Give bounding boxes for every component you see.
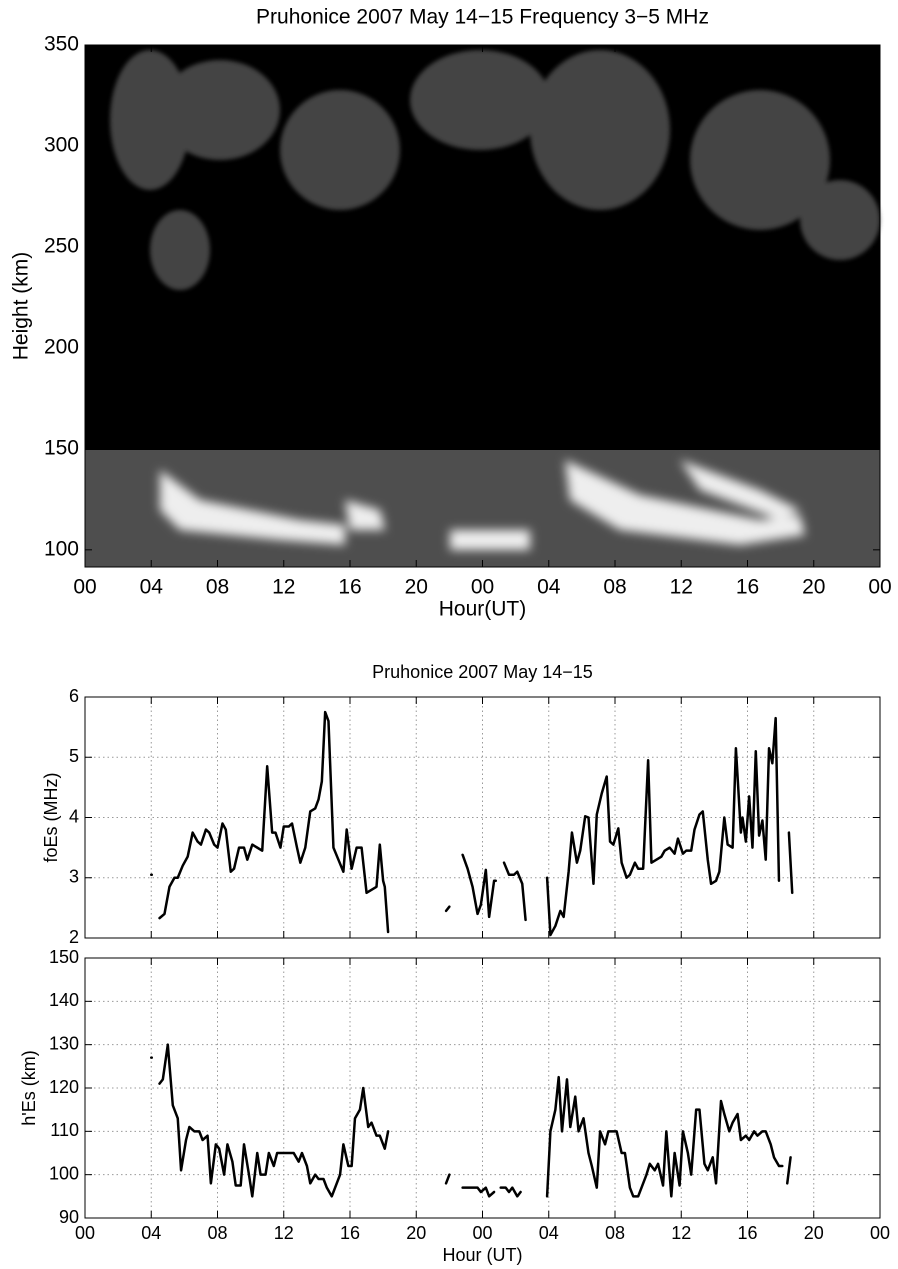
x-tick-label: 12 (272, 576, 295, 599)
x-tick-label: 08 (605, 1223, 625, 1243)
x-tick-label: 16 (736, 576, 759, 599)
series-line (158, 1043, 390, 1198)
x-tick-label: 20 (804, 1223, 824, 1243)
y-tick-label: 4 (69, 806, 79, 826)
x-tick-label: 12 (274, 1223, 294, 1243)
x-axis-label: Hour(UT) (439, 598, 527, 621)
x-tick-label: 20 (802, 576, 825, 599)
chart-title: Pruhonice 2007 May 14−15 Frequency 3−5 M… (256, 6, 709, 29)
y-tick-label: 150 (49, 947, 79, 967)
plot-frame (84, 44, 881, 568)
x-tick-label: 12 (670, 576, 693, 599)
y-tick-label: 5 (69, 746, 79, 766)
y-tick-label: 100 (49, 1163, 79, 1183)
x-tick-label: 00 (870, 1223, 890, 1243)
x-tick-label: 04 (140, 576, 164, 599)
y-tick-label: 150 (44, 436, 79, 459)
y-tick-label: 350 (44, 33, 79, 56)
y-tick-label: 100 (44, 537, 79, 560)
y-axis-label: Height (km) (10, 252, 33, 361)
range-time-image (85, 45, 880, 567)
x-tick-label: 08 (207, 1223, 227, 1243)
x-tick-label: 04 (539, 1223, 559, 1243)
y-axis-label: h'Es (km) (19, 1050, 39, 1125)
y-tick-label: 90 (59, 1207, 79, 1227)
x-tick-label: 20 (406, 1223, 426, 1243)
x-tick-label: 04 (537, 576, 561, 599)
x-tick-label: 00 (75, 1223, 95, 1243)
y-tick-label: 2 (69, 927, 79, 947)
chart-title: Pruhonice 2007 May 14−15 (372, 662, 593, 682)
x-tick-label: 20 (405, 576, 428, 599)
y-axis-label: foEs (MHz) (41, 773, 61, 863)
x-tick-label: 16 (737, 1223, 757, 1243)
y-tick-label: 300 (44, 134, 79, 157)
series-line (461, 1186, 496, 1198)
x-tick-label: 00 (868, 576, 891, 599)
plot-frame (84, 957, 881, 1219)
series-line (502, 861, 527, 922)
y-tick-label: 110 (50, 1120, 79, 1140)
series-line (499, 1186, 522, 1198)
series-line (787, 831, 794, 895)
y-tick-label: 250 (44, 234, 79, 257)
series-line (158, 710, 390, 934)
y-tick-label: 120 (49, 1077, 79, 1097)
plot-frame (84, 696, 881, 939)
x-tick-label: 16 (338, 576, 361, 599)
y-tick-label: 3 (69, 867, 79, 887)
series-line (444, 905, 451, 913)
series-line (461, 853, 497, 919)
series-line (786, 1156, 792, 1185)
y-tick-label: 130 (49, 1033, 79, 1053)
x-axis-label: Hour (UT) (443, 1245, 523, 1265)
x-tick-label: 08 (603, 576, 626, 599)
series-line (444, 1173, 451, 1185)
x-tick-label: 00 (471, 576, 494, 599)
series-line (545, 1075, 784, 1198)
x-tick-label: 00 (472, 1223, 492, 1243)
x-tick-label: 12 (671, 1223, 691, 1243)
series-line (545, 716, 781, 937)
y-tick-label: 6 (69, 686, 79, 706)
x-tick-label: 16 (340, 1223, 360, 1243)
y-tick-label: 200 (44, 335, 79, 358)
x-tick-label: 04 (141, 1223, 161, 1243)
y-tick-label: 140 (49, 990, 79, 1010)
x-tick-label: 00 (73, 576, 96, 599)
x-tick-label: 08 (206, 576, 229, 599)
